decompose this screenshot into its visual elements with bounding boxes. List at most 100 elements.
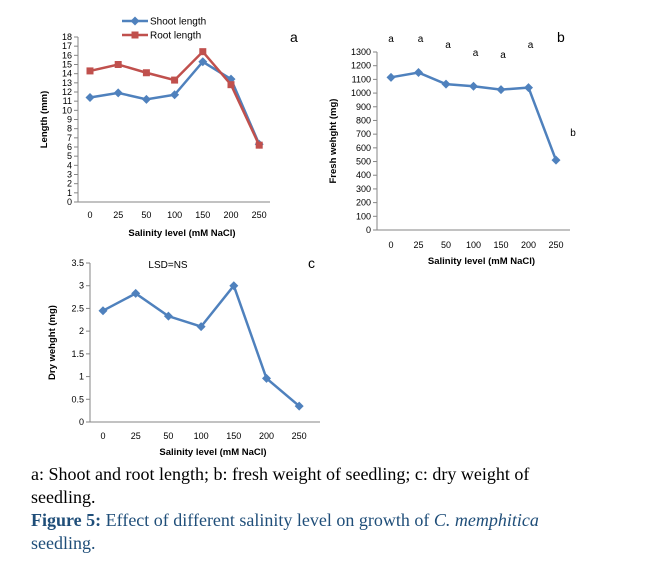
- chart-a-y-tick-label: 12: [62, 87, 72, 97]
- chart-c-data-point: [131, 288, 141, 298]
- chart-b-x-axis-title: Salinity level (mM NaCl): [428, 256, 535, 267]
- chart-a-legend-marker: [131, 31, 139, 39]
- chart-a-y-tick-label: 14: [62, 69, 72, 79]
- chart-c-x-tick-label: 250: [292, 431, 307, 441]
- chart-b-y-tick-label: 1200: [351, 61, 371, 71]
- chart-b-y-tick-label: 400: [356, 170, 371, 180]
- chart-a-y-tick-label: 6: [67, 142, 72, 152]
- chart-a-x-tick-label: 0: [87, 210, 92, 220]
- chart-a-y-tick-label: 3: [67, 170, 72, 180]
- chart-a-y-tick-label: 1: [67, 188, 72, 198]
- chart-a-data-point: [170, 90, 180, 100]
- chart-c-x-axis-title: Salinity level (mM NaCl): [159, 447, 266, 458]
- chart-b-significance-letter: a: [500, 50, 506, 61]
- chart-c-data-point: [98, 306, 108, 316]
- chart-b-y-tick-label: 600: [356, 143, 371, 153]
- chart-b-y-tick-label: 300: [356, 184, 371, 194]
- chart-a-y-tick-label: 9: [67, 115, 72, 125]
- chart-c-data-point: [163, 311, 173, 321]
- figure-label: Figure 5:: [31, 510, 102, 530]
- chart-b-x-tick-label: 200: [521, 240, 536, 250]
- chart-b-x-tick-label: 50: [441, 240, 451, 250]
- chart-a-data-point: [114, 61, 122, 68]
- chart-c-lsd-note: LSD=NS: [148, 260, 188, 271]
- chart-c-data-point: [262, 373, 271, 383]
- chart-b-data-point: [524, 83, 533, 93]
- chart-b-y-tick-label: 1300: [351, 47, 371, 57]
- chart-a-y-tick-label: 0: [67, 197, 72, 207]
- chart-c-series-line: [102, 283, 301, 408]
- chart-a-y-tick-label: 13: [62, 78, 72, 88]
- chart-a-y-tick-label: 5: [67, 151, 72, 161]
- chart-c-y-tick-label: 2.5: [71, 303, 84, 313]
- chart-b-x-tick-label: 250: [548, 240, 563, 250]
- chart-b-panel-letter: b: [557, 29, 565, 45]
- chart-b-data-point: [551, 155, 561, 165]
- chart-b-data-point: [496, 85, 506, 95]
- chart-a-legend-label: Root length: [150, 31, 201, 42]
- chart-a-x-tick-label: 25: [113, 210, 123, 220]
- chart-a-y-tick-label: 2: [67, 179, 72, 189]
- chart-a-y-tick-label: 15: [62, 60, 72, 70]
- chart-b-y-tick-label: 1000: [351, 88, 371, 98]
- chart-b-x-tick-label: 25: [413, 240, 423, 250]
- chart-c-data-point: [294, 401, 304, 411]
- chart-b-y-tick-label: 0: [366, 225, 371, 235]
- chart-b-data-point: [441, 79, 451, 89]
- chart-a-y-tick-label: 17: [62, 41, 72, 51]
- caption-figure-title: Figure 5: Effect of different salinity l…: [31, 509, 591, 555]
- chart-b-significance-letter: a: [418, 34, 424, 45]
- chart-c-y-tick-label: 0: [79, 417, 84, 427]
- chart-a-data-point: [142, 69, 150, 77]
- chart-a-data-point: [113, 88, 123, 98]
- chart-c-y-tick-label: 0.5: [71, 394, 84, 404]
- chart-a-y-tick-label: 10: [62, 105, 72, 115]
- chart-c-y-tick-label: 1.5: [71, 349, 84, 359]
- species-name: C. memphitica: [433, 510, 539, 530]
- chart-c-x-tick-label: 50: [163, 431, 173, 441]
- chart-a-legend-label: Shoot length: [150, 17, 206, 28]
- caption-panel-description: a: Shoot and root length; b: fresh weigh…: [31, 464, 530, 507]
- chart-a-data-point: [199, 48, 207, 56]
- chart-a-panel-letter: a: [290, 29, 298, 45]
- chart-b-y-tick-label: 1100: [352, 74, 371, 84]
- chart-c-x-tick-label: 200: [259, 431, 274, 441]
- chart-b-y-axis-title: Fresh wehght (mg): [328, 99, 339, 184]
- chart-a-x-tick-label: 100: [167, 210, 182, 220]
- chart-b-x-tick-label: 0: [388, 240, 393, 250]
- chart-b-x-tick-label: 100: [466, 240, 481, 250]
- chart-b-significance-letter: a: [528, 40, 534, 51]
- chart-c-panel-letter: c: [308, 255, 315, 271]
- chart-b-data-point: [469, 81, 478, 91]
- chart-b-y-tick-label: 900: [356, 102, 371, 112]
- chart-a-data-point: [255, 141, 263, 149]
- chart-a-y-tick-label: 11: [63, 96, 72, 106]
- chart-b-data-point: [386, 72, 396, 82]
- chart-a-y-tick-label: 8: [67, 124, 72, 134]
- chart-b-significance-letter: a: [388, 34, 394, 45]
- chart-a-y-tick-label: 16: [62, 50, 72, 60]
- chart-a-data-point: [198, 57, 208, 67]
- chart-a-x-tick-label: 200: [223, 210, 238, 220]
- chart-a-data-point: [86, 67, 94, 75]
- chart-b-y-tick-label: 100: [356, 211, 371, 221]
- chart-a-data-point: [171, 76, 179, 84]
- chart-c-y-tick-label: 1: [79, 372, 84, 382]
- chart-c-y-tick-label: 3.5: [71, 258, 84, 268]
- chart-a-data-point: [85, 93, 95, 102]
- chart-c-x-tick-label: 150: [226, 431, 241, 441]
- chart-a-legend-marker: [130, 16, 140, 26]
- chart-c-y-tick-label: 3: [79, 281, 84, 291]
- chart-a-x-tick-label: 150: [195, 210, 210, 220]
- chart-a-y-tick-label: 7: [67, 133, 72, 143]
- chart-b-y-tick-label: 500: [356, 157, 371, 167]
- chart-b-y-tick-label: 700: [356, 129, 371, 139]
- chart-c-data-point: [229, 281, 239, 291]
- chart-a-y-axis-title: Length (mm): [39, 91, 50, 149]
- chart-a-x-axis-title: Salinity level (mM NaCl): [128, 228, 235, 239]
- chart-b-y-tick-label: 800: [356, 115, 371, 125]
- chart-a-y-tick-label: 4: [67, 160, 72, 170]
- chart-a-data-point: [227, 81, 235, 89]
